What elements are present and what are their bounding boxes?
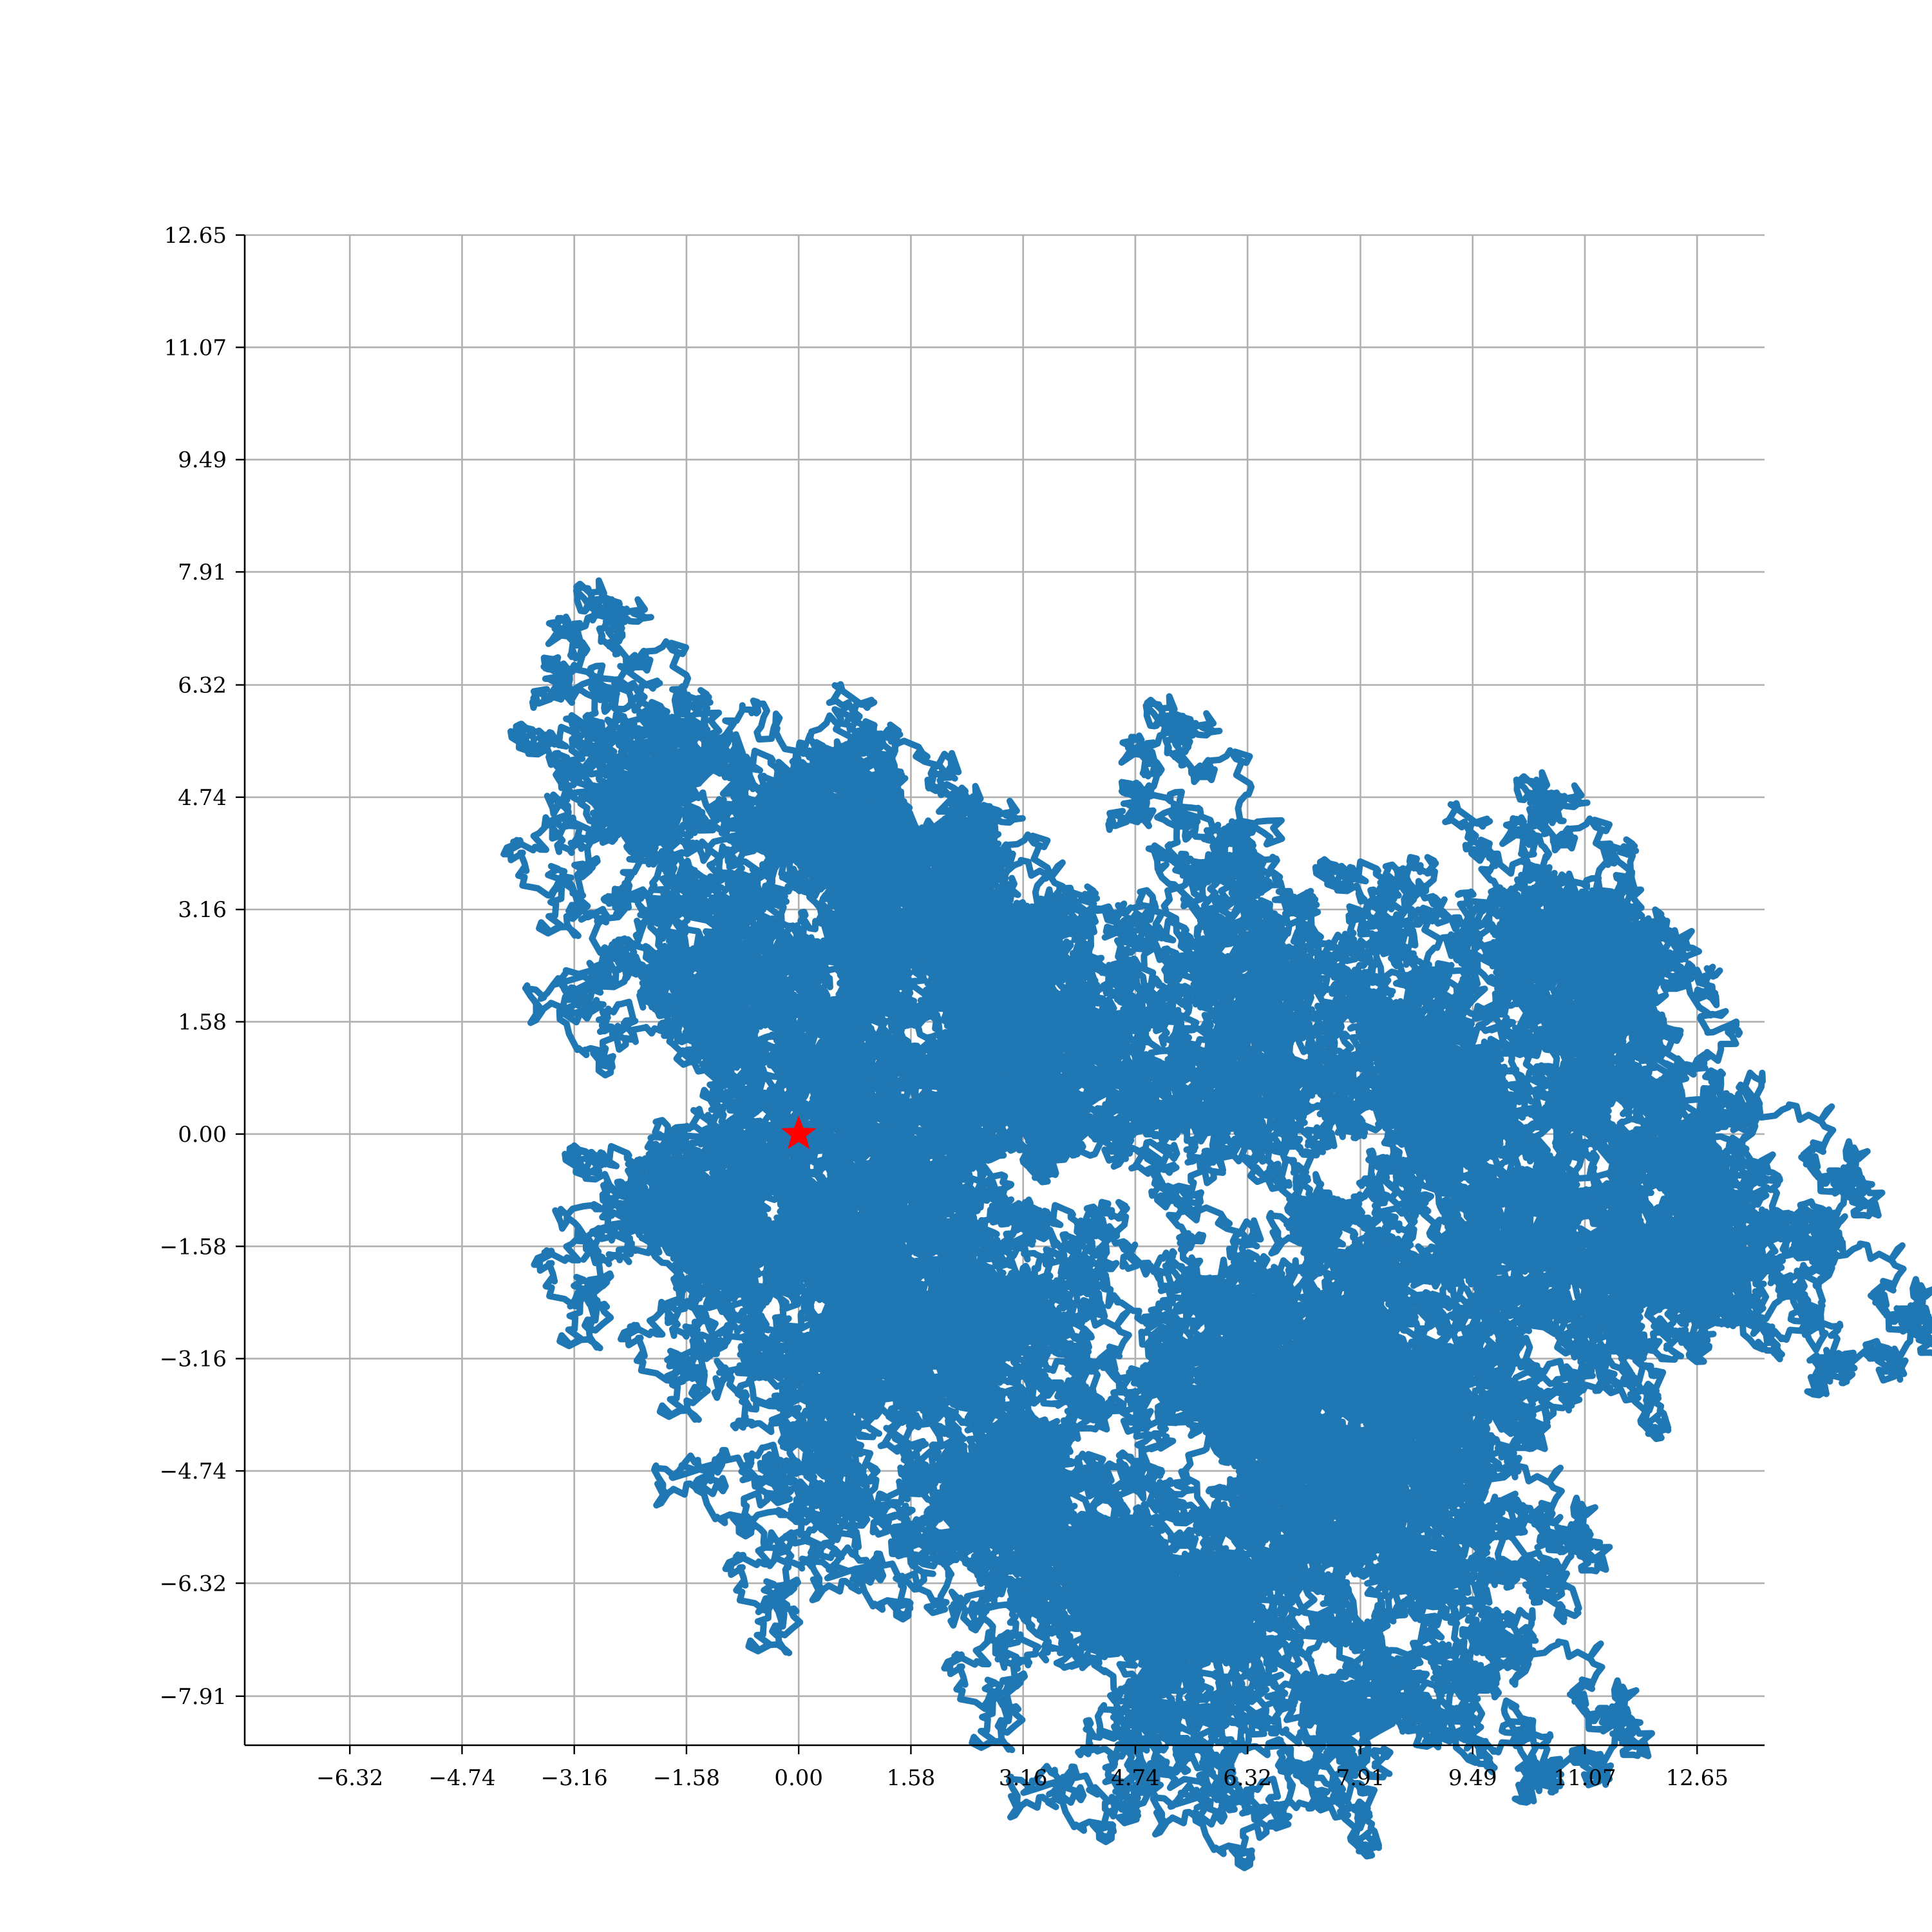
y-tick-label: −7.91 — [160, 1684, 227, 1710]
y-tick-label: 12.65 — [164, 223, 227, 249]
x-tick-label: 1.58 — [887, 1765, 936, 1791]
y-tick-label: 7.91 — [178, 560, 227, 585]
trajectory-series — [500, 577, 1932, 1871]
x-tick-label: 12.65 — [1666, 1765, 1728, 1791]
y-tick-label: 6.32 — [178, 673, 227, 699]
y-tick-label: −1.58 — [160, 1234, 227, 1260]
start-marker-layer — [781, 1115, 817, 1150]
x-tick-label: −6.32 — [316, 1765, 383, 1791]
x-tick-label: −3.16 — [541, 1765, 608, 1791]
y-tick-label: 9.49 — [178, 448, 227, 473]
x-tick-label: 11.07 — [1553, 1765, 1616, 1791]
y-axis-ticks: 12.65 11.07 9.49 7.91 6.32 4.74 3.16 1.58 0.00 −1… — [160, 223, 245, 1710]
x-tick-label: 9.49 — [1448, 1765, 1497, 1791]
trajectory-line — [500, 577, 1932, 1871]
x-tick-label: −1.58 — [653, 1765, 720, 1791]
x-tick-label: 0.00 — [774, 1765, 823, 1791]
x-tick-label: 7.91 — [1336, 1765, 1385, 1791]
x-tick-label: 4.74 — [1111, 1765, 1160, 1791]
y-tick-label: −4.74 — [160, 1459, 227, 1484]
start-star-marker — [781, 1115, 817, 1150]
y-tick-label: 1.58 — [178, 1010, 227, 1036]
y-tick-label: −6.32 — [160, 1571, 227, 1596]
x-tick-label: 3.16 — [999, 1765, 1048, 1791]
axes-spines — [243, 235, 1765, 1747]
y-tick-label: 4.74 — [178, 785, 227, 811]
y-tick-label: 3.16 — [178, 897, 227, 923]
y-tick-label: −3.16 — [160, 1347, 227, 1372]
x-tick-label: −4.74 — [428, 1765, 495, 1791]
y-tick-label: 0.00 — [178, 1122, 227, 1148]
y-tick-label: 11.07 — [164, 335, 227, 361]
x-axis-ticks: −6.32 −4.74 −3.16 −1.58 0.00 1.58 3.16 4.74 6.32… — [316, 1745, 1728, 1791]
x-tick-label: 6.32 — [1223, 1765, 1272, 1791]
